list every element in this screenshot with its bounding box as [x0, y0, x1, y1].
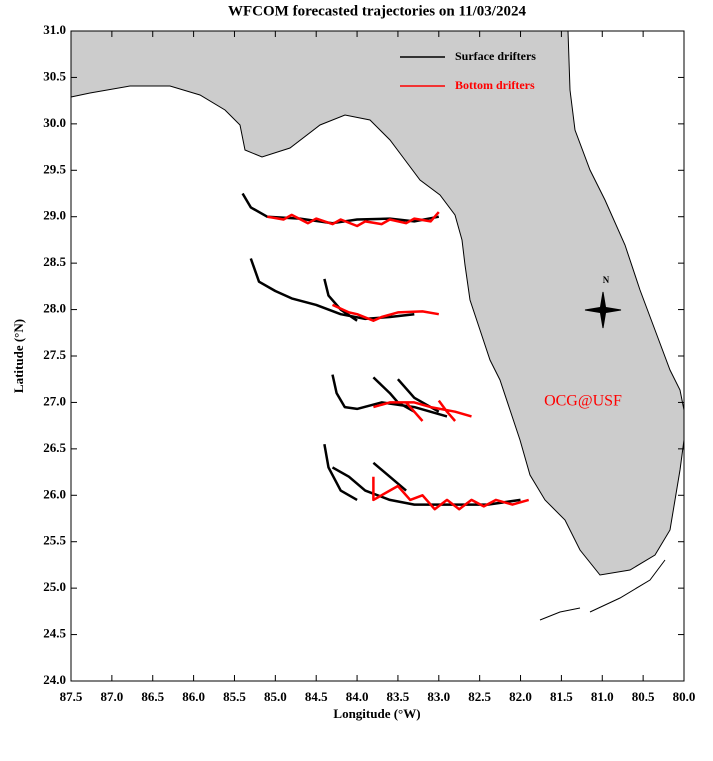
y-tick-label: 30.0 — [43, 115, 66, 130]
x-tick-label: 86.0 — [182, 689, 205, 704]
trajectory — [266, 211, 530, 511]
x-tick-label: 87.0 — [100, 689, 123, 704]
y-tick-label: 24.5 — [43, 626, 66, 641]
x-tick-label: 83.0 — [427, 689, 450, 704]
x-tick-label: 80.0 — [673, 689, 696, 704]
x-tick-label: 86.5 — [141, 689, 164, 704]
legend-label: Bottom drifters — [455, 78, 535, 92]
y-tick-label: 25.5 — [43, 533, 66, 548]
y-tick-label: 26.0 — [43, 486, 66, 501]
chart-title: WFCOM forecasted trajectories on 11/03/2… — [228, 3, 526, 19]
legend-label: Surface drifters — [455, 49, 536, 63]
compass — [584, 291, 622, 329]
x-tick-label: 84.0 — [346, 689, 369, 704]
x-tick-label: 87.5 — [60, 689, 83, 704]
x-tick-label: 80.5 — [632, 689, 655, 704]
x-axis-label: Longitude (°W) — [333, 706, 420, 721]
y-tick-label: 24.0 — [43, 672, 66, 687]
x-tick-label: 83.5 — [387, 689, 410, 704]
compass-label: N — [603, 275, 610, 285]
x-tick-label: 85.5 — [223, 689, 246, 704]
land — [70, 30, 685, 576]
y-tick-label: 26.5 — [43, 440, 66, 455]
x-tick-label: 81.5 — [550, 689, 573, 704]
y-tick-label: 27.5 — [43, 347, 66, 362]
annotation: OCG@USF — [544, 393, 622, 410]
keys — [539, 559, 666, 621]
x-tick-label: 82.5 — [468, 689, 491, 704]
y-tick-label: 29.5 — [43, 161, 66, 176]
y-tick-label: 29.0 — [43, 208, 66, 223]
x-tick-label: 81.0 — [591, 689, 614, 704]
x-tick-label: 85.0 — [264, 689, 287, 704]
y-tick-label: 31.0 — [43, 22, 66, 37]
y-tick-label: 28.5 — [43, 254, 66, 269]
y-tick-label: 25.0 — [43, 579, 66, 594]
x-tick-label: 84.5 — [305, 689, 328, 704]
y-tick-label: 28.0 — [43, 301, 66, 316]
x-tick-label: 82.0 — [509, 689, 532, 704]
y-tick-label: 27.0 — [43, 393, 66, 408]
y-axis-label: Latitude (°N) — [11, 319, 26, 393]
y-tick-label: 30.5 — [43, 68, 66, 83]
